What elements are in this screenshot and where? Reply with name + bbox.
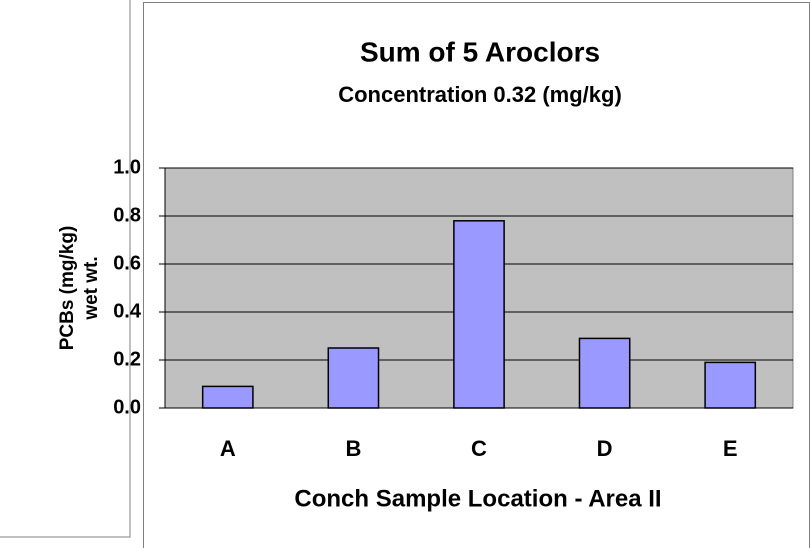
bar — [704, 361, 757, 409]
y-tick-label: 0.8 — [113, 204, 141, 226]
y-tick-label: 0.2 — [113, 348, 141, 370]
x-tick-label: B — [345, 436, 361, 461]
x-tick-label: D — [597, 436, 613, 461]
y-axis-title: wet wt. — [81, 256, 102, 320]
x-axis-title: Conch Sample Location - Area II — [294, 485, 661, 512]
x-tick-label: C — [471, 436, 487, 461]
y-tick-label: 0.0 — [113, 396, 141, 418]
chart-title: Sum of 5 Aroclors — [360, 36, 600, 67]
side-panel-border — [0, 0, 131, 538]
chart-subtitle: Concentration 0.32 (mg/kg) — [338, 82, 622, 107]
y-tick-label: 0.6 — [113, 252, 141, 274]
y-tick-label: 1.0 — [113, 156, 141, 178]
y-axis-title: PCBs (mg/kg) — [57, 226, 78, 351]
bar — [201, 385, 254, 409]
bar — [327, 347, 380, 409]
x-tick-label: A — [220, 436, 236, 461]
x-tick-label: E — [723, 436, 738, 461]
y-tick-label: 0.4 — [113, 300, 142, 322]
bar — [578, 337, 631, 409]
bar — [453, 220, 505, 409]
